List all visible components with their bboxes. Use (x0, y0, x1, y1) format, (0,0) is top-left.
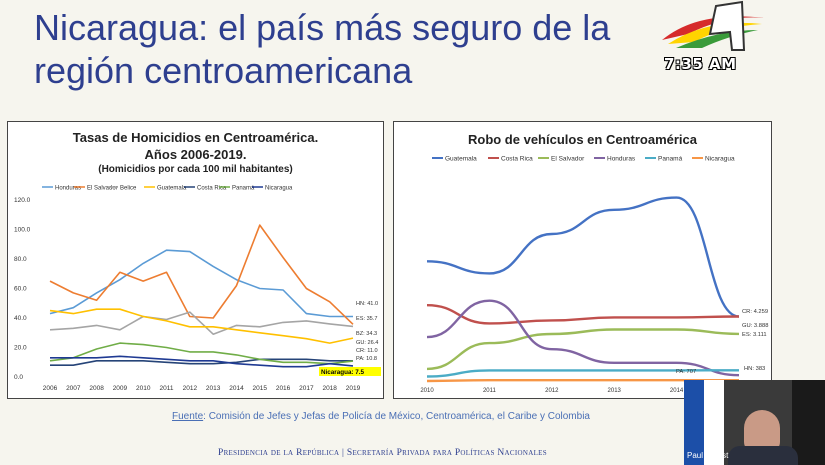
series-line-panamá (49, 342, 354, 365)
series-line-panamá (426, 369, 740, 378)
legend-label-3: Honduras (607, 156, 636, 163)
legend-label-5: Nicaragua (705, 156, 735, 163)
end-label: GU: 3.888 (742, 323, 768, 329)
source-text: : Comisión de Jefes y Jefas de Policía d… (203, 411, 590, 422)
x-tick-label: 2019 (346, 385, 361, 392)
clock: 7:35 AM (664, 55, 737, 73)
end-label: BZ: 34.3 (356, 331, 377, 337)
y-tick-label: 80.0 (14, 256, 27, 263)
end-label: PA: 10.8 (356, 356, 377, 362)
x-tick-label: 2009 (113, 385, 128, 392)
legend-label-5: Panamá (232, 186, 255, 192)
x-tick-label: 2015 (253, 385, 268, 392)
legend-label-1: El Salvador (87, 186, 118, 192)
slide-title-line2: región centroamericana (34, 50, 413, 91)
nicaragua-highlight-label: Nicaragua: 7.5 (321, 369, 365, 376)
homicide-chart: Honduras El Salvador Belice Guatemala Costa … (14, 186, 381, 392)
y-tick-label: 0.0 (14, 374, 23, 381)
vehicle-theft-chart: Guatemala Costa Rica El Salvador Honduras Pa… (420, 156, 768, 395)
homicide-chart-title-years: Años 2006-2019. (144, 147, 247, 162)
series-line-el-salvador (426, 328, 740, 371)
channel-4-logo-icon (662, 0, 766, 51)
source-label: Fuente (172, 411, 204, 422)
end-label: CR: 11.0 (356, 348, 378, 354)
x-tick-label: 2010 (136, 385, 151, 392)
legend-label-2: El Salvador (551, 156, 585, 163)
series-line-costa-rica (426, 304, 740, 325)
y-tick-label: 100.0 (14, 227, 31, 234)
slide-title-line1: Nicaragua: el país más seguro de la (34, 7, 611, 48)
series-line-honduras (49, 249, 353, 318)
presenter-video: Paul Oquist (684, 380, 825, 465)
x-tick-label: 2014 (670, 388, 684, 394)
vehicle-theft-chart-panel: Robo de vehículos en Centroamérica Guate… (393, 121, 772, 399)
nicaragua-highlight (319, 367, 381, 376)
homicide-chart-subtitle: (Homicidios por cada 100 mil habitantes) (98, 164, 293, 175)
slide-title: Nicaragua: el país más seguro de la regi… (34, 6, 734, 92)
homicide-chart-title: Tasas de Homicidios en Centroamérica. (72, 130, 319, 145)
y-tick-label: 120.0 (14, 197, 31, 204)
x-tick-label: 2012 (545, 388, 559, 394)
presenter-jacket (728, 446, 798, 465)
end-label: PA: 707 (676, 369, 696, 375)
x-tick-label: 2017 (299, 385, 314, 392)
y-tick-label: 60.0 (14, 286, 27, 293)
x-tick-label: 2014 (229, 385, 244, 392)
series-line-guatemala (426, 196, 740, 318)
series-line-el-salvador (49, 224, 354, 325)
x-tick-label: 2006 (43, 385, 58, 392)
end-label: CR: 4.259 (742, 309, 768, 315)
homicide-chart-panel: Tasas de Homicidios en Centroamérica. Añ… (7, 121, 384, 399)
end-label: GU: 26.4 (356, 340, 378, 346)
end-label: ES: 3.111 (742, 332, 767, 338)
x-tick-label: 2012 (183, 385, 198, 392)
source-note: Fuente: Comisión de Jefes y Jefas de Pol… (172, 411, 590, 422)
presenter-name: Paul Oquist (687, 451, 729, 460)
x-tick-label: 2008 (89, 385, 104, 392)
x-tick-label: 2016 (276, 385, 291, 392)
series-line-belice (49, 311, 354, 335)
y-tick-label: 40.0 (14, 315, 27, 322)
x-tick-label: 2013 (206, 385, 221, 392)
slide-footer: Presidencia de la República | Secretaría… (218, 448, 547, 458)
legend-label-1: Costa Rica (501, 156, 533, 163)
legend-label-4: Panamá (658, 156, 683, 163)
end-label: ES: 35.7 (356, 316, 377, 322)
x-tick-label: 2013 (608, 388, 622, 394)
flag-stripe-blue (684, 380, 704, 465)
series-line-nicaragua (426, 379, 739, 383)
legend-label-2: Belice (120, 186, 137, 192)
legend-label-0: Honduras (55, 186, 81, 192)
x-tick-label: 2011 (483, 388, 497, 394)
end-label: HN: 41.0 (356, 301, 378, 307)
series-line-costa-rica (50, 358, 353, 366)
series-line-guatemala (49, 308, 354, 344)
legend-label-0: Guatemala (445, 156, 477, 163)
x-tick-label: 2010 (420, 388, 434, 394)
x-tick-label: 2018 (322, 385, 337, 392)
legend-label-6: Nicaragua (265, 186, 293, 192)
x-tick-label: 2007 (66, 385, 81, 392)
series-line-honduras (426, 299, 740, 377)
presenter-face (744, 410, 780, 452)
series-line-nicaragua (50, 355, 354, 368)
x-tick-label: 2011 (160, 385, 174, 392)
end-label: HN: 383 (744, 366, 765, 372)
legend-label-3: Guatemala (157, 186, 187, 192)
legend-label-4: Costa Rica (197, 186, 227, 192)
flag-dark (792, 380, 825, 465)
y-tick-label: 20.0 (14, 345, 27, 352)
vehicle-chart-title: Robo de vehículos en Centroamérica (467, 132, 697, 147)
